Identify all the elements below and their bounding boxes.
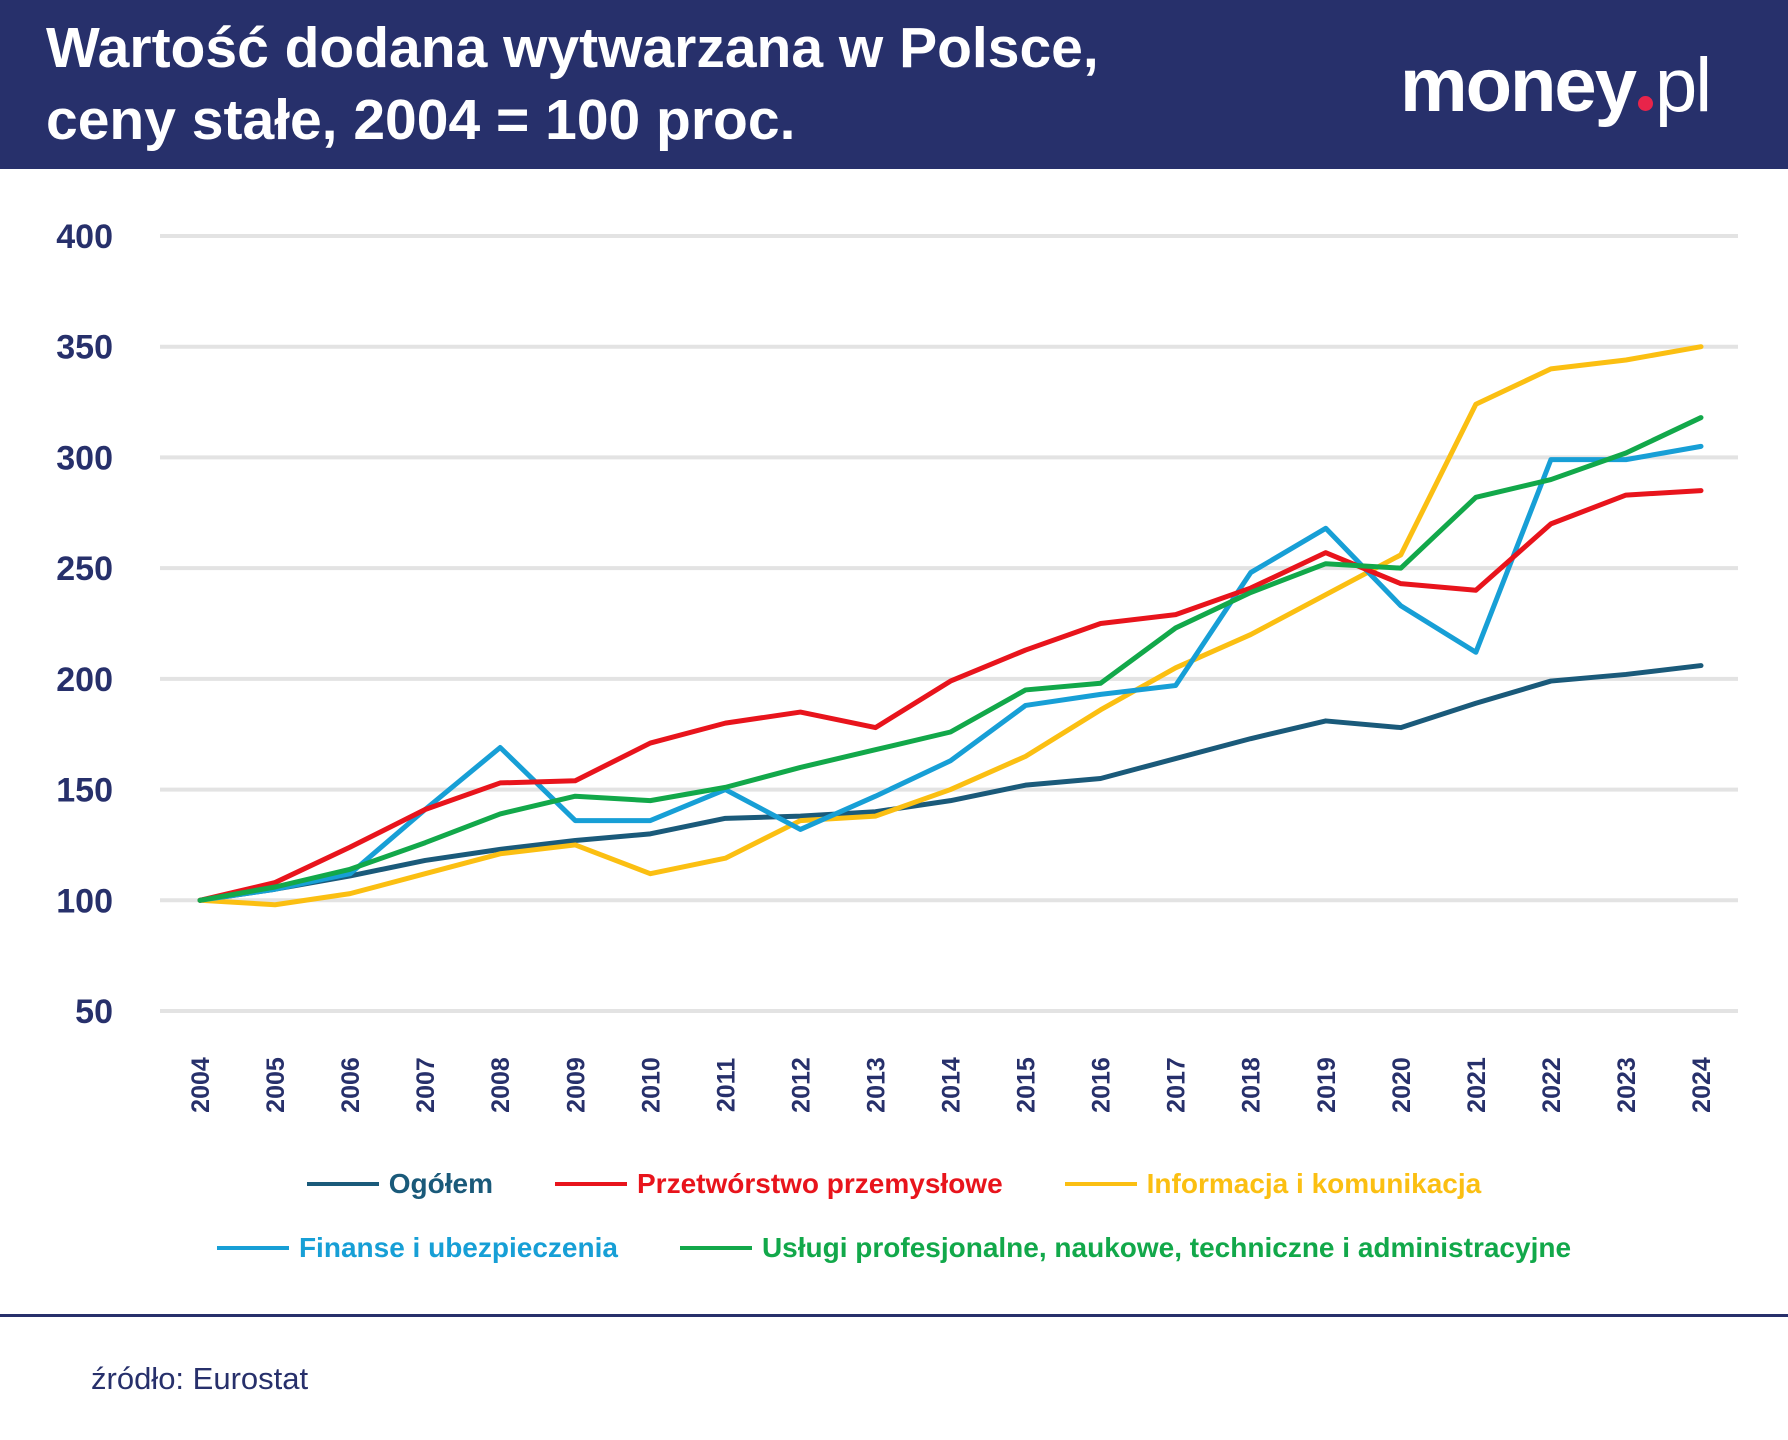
header: Wartość dodana wytwarzana w Polsce, ceny…	[0, 0, 1788, 169]
title-line-2: ceny stałe, 2004 = 100 proc.	[46, 88, 796, 152]
x-tick-label: 2009	[562, 1057, 590, 1113]
x-tick-label: 2021	[1463, 1057, 1491, 1113]
legend-row-2: Finanse i ubezpieczenia Usługi profesjona…	[0, 1232, 1788, 1264]
x-tick-label: 2015	[1013, 1057, 1041, 1113]
legend-item: Ogółem	[306, 1168, 493, 1200]
series-line-3	[197, 443, 1704, 903]
y-tick-label: 300	[56, 439, 113, 477]
y-tick-label: 250	[56, 550, 113, 588]
legend-item: Finanse i ubezpieczenia	[216, 1232, 618, 1264]
x-tick-label: 2013	[862, 1057, 890, 1113]
x-tick-label: 2008	[487, 1057, 515, 1113]
legend-row-1: Ogółem Przetwórstwo przemysłowe Informacja…	[0, 1168, 1788, 1200]
legend-label: Ogółem	[388, 1168, 493, 1199]
x-tick-label: 2020	[1388, 1057, 1416, 1113]
series-line-4	[197, 415, 1704, 903]
legend-swatch	[555, 1182, 627, 1186]
legend-swatch	[306, 1182, 379, 1186]
y-tick-label: 100	[56, 882, 113, 920]
legend-item: Przetwórstwo przemysłowe	[555, 1168, 1003, 1200]
legend-item: Usługi profesjonalne, naukowe, techniczn…	[679, 1232, 1572, 1264]
x-tick-label: 2022	[1538, 1057, 1566, 1113]
series-line-2	[197, 344, 1704, 908]
line-chart: 400 350 300 250 200 150 100 50 2004 2005 2006 2007 2…	[56, 218, 1738, 1113]
legend-label: Usługi profesjonalne, naukowe, techniczn…	[761, 1232, 1572, 1263]
x-tick-label: 2016	[1088, 1057, 1116, 1113]
y-tick-label: 400	[56, 218, 113, 256]
legend-label: Finanse i ubezpieczenia	[298, 1232, 618, 1263]
x-tick-label: 2024	[1688, 1057, 1716, 1113]
x-tick-label: 2018	[1238, 1057, 1266, 1113]
y-tick-label: 200	[56, 661, 113, 699]
x-tick-label: 2011	[712, 1058, 740, 1112]
title-line-1: Wartość dodana wytwarzana w Polsce,	[46, 16, 1099, 80]
legend-label: Przetwórstwo przemysłowe	[637, 1168, 1003, 1199]
legend-swatch	[1064, 1182, 1137, 1186]
x-tick-label: 2014	[938, 1057, 966, 1113]
x-tick-label: 2023	[1613, 1057, 1641, 1113]
footer-divider	[0, 1314, 1788, 1317]
x-tick-label: 2005	[262, 1057, 290, 1113]
x-tick-label: 2012	[787, 1057, 815, 1113]
y-tick-label: 50	[75, 993, 113, 1031]
series-line-1	[197, 488, 1704, 903]
legend-swatch	[679, 1246, 752, 1250]
legend-swatch	[216, 1246, 289, 1250]
chart-title: Wartość dodana wytwarzana w Polsce, ceny…	[46, 12, 1099, 156]
y-tick-label: 150	[56, 772, 113, 810]
x-tick-label: 2019	[1313, 1057, 1341, 1113]
x-tick-label: 2007	[412, 1057, 440, 1113]
source-note: źródło: Eurostat	[91, 1361, 309, 1396]
series-line-0	[197, 663, 1704, 903]
x-tick-label: 2010	[637, 1057, 665, 1113]
money-pl-logo: money pl	[1400, 43, 1712, 128]
legend-item: Informacja i komunikacja	[1064, 1168, 1482, 1200]
x-tick-label: 2004	[187, 1057, 215, 1113]
legend-label: Informacja i komunikacja	[1146, 1168, 1482, 1199]
x-tick-label: 2006	[337, 1057, 365, 1113]
x-tick-label: 2017	[1163, 1057, 1191, 1113]
y-tick-label: 350	[56, 329, 113, 367]
